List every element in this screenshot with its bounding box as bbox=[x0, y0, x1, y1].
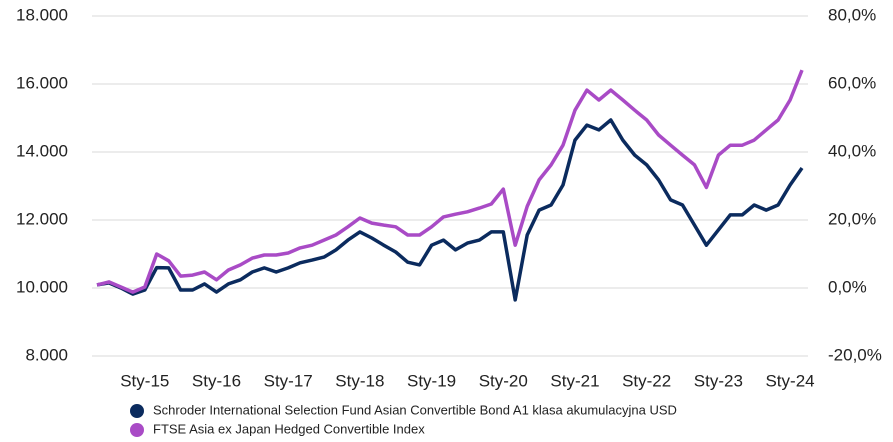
y-tick-label: 16.000 bbox=[16, 73, 68, 92]
x-tick-label: Sty-23 bbox=[694, 371, 743, 390]
y-tick-label: 10.000 bbox=[16, 277, 68, 296]
series-line bbox=[96, 69, 804, 294]
x-tick-label: Sty-20 bbox=[479, 371, 528, 390]
series-line bbox=[96, 118, 804, 302]
x-tick-label: Sty-16 bbox=[192, 371, 241, 390]
x-tick-label: Sty-22 bbox=[622, 371, 671, 390]
x-tick-label: Sty-15 bbox=[120, 371, 169, 390]
y-tick-label: 8.000 bbox=[25, 345, 68, 364]
y2-tick-label: 0,0% bbox=[828, 277, 867, 296]
y2-tick-label: 80,0% bbox=[828, 5, 876, 24]
y2-tick-label: -20,0% bbox=[828, 345, 882, 364]
y-tick-label: 18.000 bbox=[16, 5, 68, 24]
y2-tick-label: 20,0% bbox=[828, 209, 876, 228]
legend-marker bbox=[130, 423, 144, 437]
y-tick-label: 12.000 bbox=[16, 209, 68, 228]
legend-marker bbox=[130, 404, 144, 418]
y2-tick-label: 60,0% bbox=[828, 73, 876, 92]
y2-tick-label: 40,0% bbox=[828, 141, 876, 160]
y-tick-label: 14.000 bbox=[16, 141, 68, 160]
x-tick-label: Sty-21 bbox=[550, 371, 599, 390]
x-tick-label: Sty-18 bbox=[335, 371, 384, 390]
x-tick-label: Sty-24 bbox=[765, 371, 814, 390]
legend-label: FTSE Asia ex Japan Hedged Convertible In… bbox=[153, 421, 425, 436]
x-tick-label: Sty-17 bbox=[264, 371, 313, 390]
x-tick-label: Sty-19 bbox=[407, 371, 456, 390]
legend-label: Schroder International Selection Fund As… bbox=[153, 402, 677, 417]
